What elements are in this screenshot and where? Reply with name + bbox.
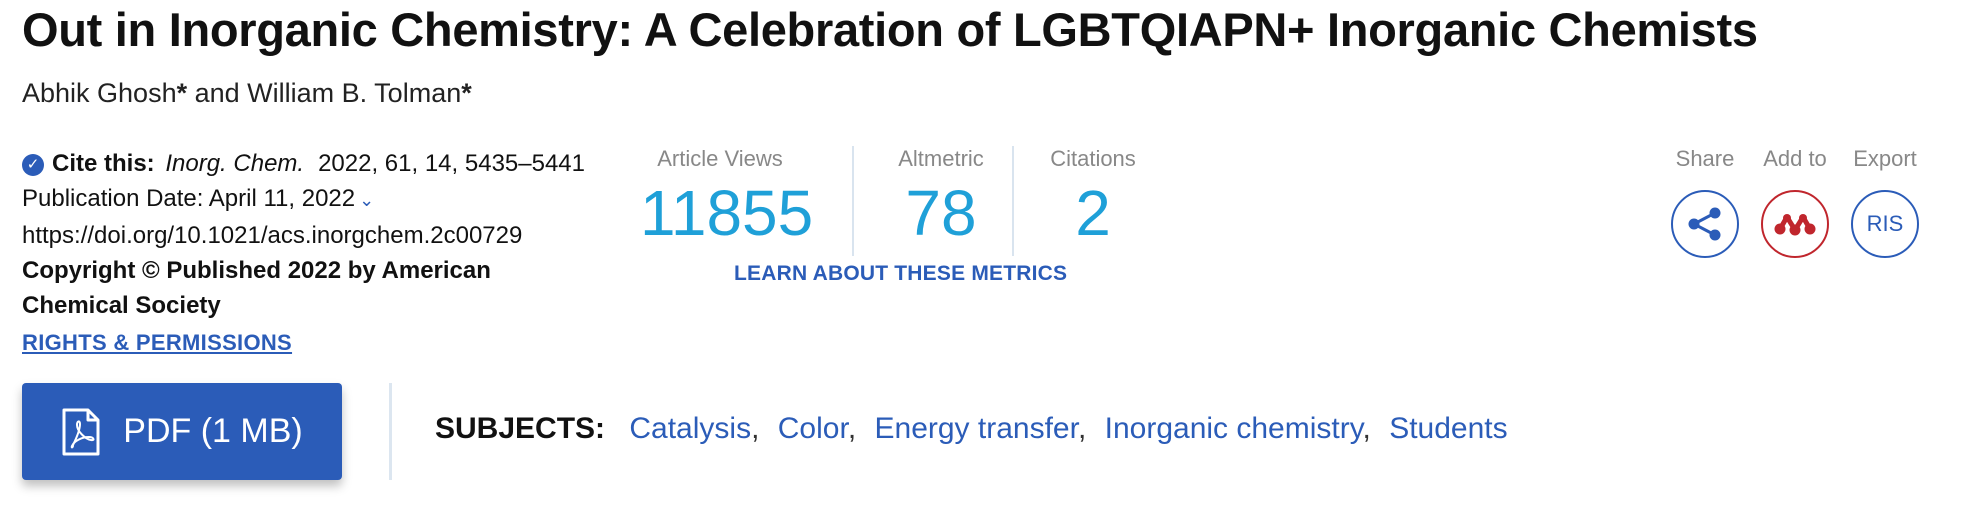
metric-value: 11855: [640, 177, 814, 249]
article-title: Out in Inorganic Chemistry: A Celebratio…: [22, 3, 1758, 56]
corresponding-author-mark: *: [461, 78, 472, 108]
share-icon: [1688, 207, 1721, 241]
citation-block: ✓ Cite this: Inorg. Chem. 2022, 61, 14, 54…: [22, 146, 602, 360]
mendeley-icon: [1774, 214, 1816, 236]
learn-metrics-link[interactable]: LEARN ABOUT THESE METRICS: [734, 262, 1068, 285]
pdf-file-icon: [61, 407, 101, 457]
metric-divider: [1012, 146, 1014, 256]
metric-article-views[interactable]: Article Views 11855: [640, 146, 814, 249]
author-list: Abhik Ghosh* and William B. Tolman*: [22, 78, 472, 109]
author-joiner: and: [187, 78, 248, 108]
subject-separator: ,: [751, 412, 760, 445]
subject-link[interactable]: Energy transfer: [874, 412, 1078, 445]
export-ris-button[interactable]: RIS: [1851, 190, 1919, 258]
citation-details: 2022, 61, 14, 5435–5441: [318, 150, 585, 177]
corresponding-author-mark: *: [176, 78, 188, 108]
metric-altmetric[interactable]: Altmetric 78: [866, 146, 1016, 248]
subject-link[interactable]: Color: [777, 412, 848, 445]
journal-name: Inorg. Chem.: [165, 150, 305, 177]
doi-link[interactable]: https://doi.org/10.1021/acs.inorgchem.2c…: [22, 222, 523, 249]
share-label: Share: [1675, 146, 1735, 171]
publication-date: Publication Date: April 11, 2022: [22, 185, 356, 212]
add-to-mendeley-button[interactable]: [1761, 190, 1829, 258]
author-link[interactable]: William B. Tolman: [247, 78, 462, 108]
metric-divider: [852, 146, 854, 256]
add-to-action: Add to: [1750, 146, 1840, 258]
subject-link[interactable]: Catalysis: [629, 412, 752, 445]
metric-label: Article Views: [657, 146, 783, 171]
export-label: Export: [1853, 146, 1917, 171]
subject-separator: ,: [847, 412, 857, 445]
ris-label: RIS: [1866, 211, 1904, 236]
share-button[interactable]: [1671, 190, 1739, 258]
chevron-down-icon[interactable]: ⌄: [359, 190, 375, 210]
metrics-panel: Article Views 11855 Altmetric 78 Citatio…: [640, 146, 1160, 256]
pdf-download-button[interactable]: PDF (1 MB): [22, 383, 342, 480]
check-circle-icon: ✓: [22, 154, 44, 176]
metric-value: 2: [1075, 177, 1111, 249]
subjects-heading: SUBJECTS:: [435, 412, 606, 445]
metric-citations[interactable]: Citations 2: [1038, 146, 1148, 248]
rights-permissions-link[interactable]: RIGHTS & PERMISSIONS: [22, 330, 293, 355]
subject-separator: ,: [1077, 412, 1087, 445]
subject-link[interactable]: Inorganic chemistry: [1104, 412, 1363, 445]
subjects-list: SUBJECTS: Catalysis, Color, Energy trans…: [435, 412, 1508, 446]
add-to-label: Add to: [1763, 146, 1827, 171]
metric-label: Citations: [1050, 146, 1136, 171]
author-link[interactable]: Abhik Ghosh: [22, 78, 177, 108]
publication-date-row[interactable]: Publication Date: April 11, 2022 ⌄: [22, 181, 602, 218]
cite-label: Cite this:: [52, 150, 155, 177]
subject-separator: ,: [1362, 412, 1371, 445]
copyright-notice: Copyright © Published 2022 by American C…: [22, 257, 491, 319]
export-action: Export RIS: [1840, 146, 1930, 258]
cite-row: ✓ Cite this: Inorg. Chem. 2022, 61, 14, 54…: [22, 146, 602, 181]
metric-label: Altmetric: [898, 146, 984, 171]
subject-link[interactable]: Students: [1389, 412, 1508, 445]
share-action: Share: [1660, 146, 1750, 258]
section-divider: [389, 383, 392, 480]
pdf-button-label: PDF (1 MB): [123, 412, 303, 450]
metric-value: 78: [905, 177, 977, 249]
